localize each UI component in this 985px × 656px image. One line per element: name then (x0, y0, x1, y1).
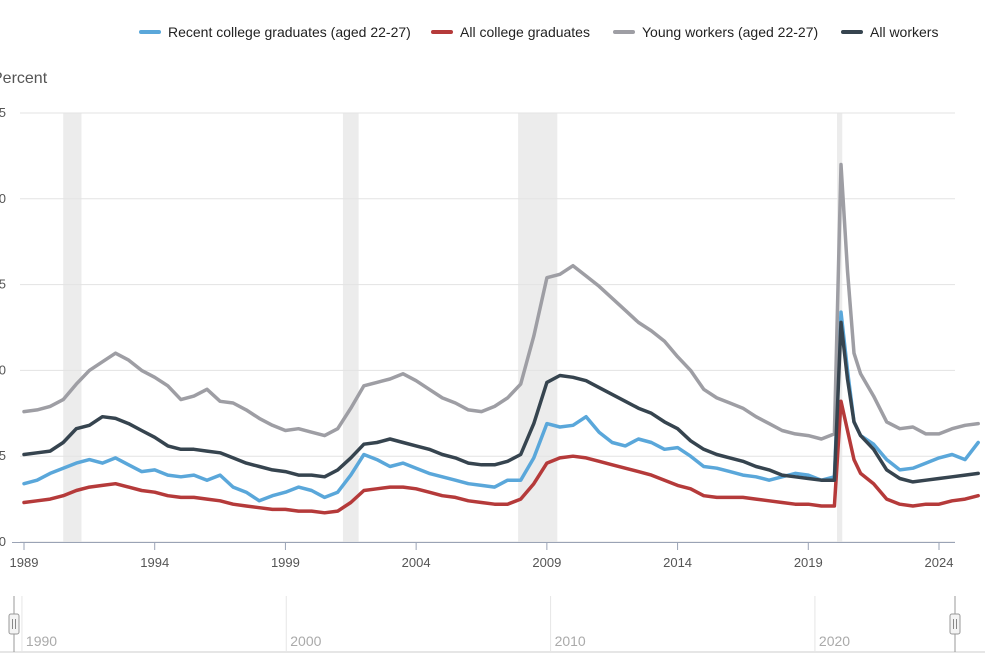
legend-item-all-workers[interactable]: All workers (841, 24, 938, 40)
y-axis-ticks: 0 5 10 15 20 25 (0, 105, 6, 549)
y-tick-label: 5 (0, 448, 6, 463)
legend-swatch (613, 30, 635, 34)
legend-label: All workers (870, 24, 939, 40)
legend-label: Recent college graduates (aged 22-27) (168, 24, 411, 40)
legend-swatch (841, 30, 863, 34)
navigator-label: 2000 (290, 633, 321, 649)
x-tick-label: 1994 (140, 555, 169, 570)
x-axis: 1989 1994 1999 2004 2009 2014 2019 2024 (10, 542, 955, 570)
recession-band (342, 113, 359, 542)
series-line-2 (22, 162, 980, 441)
handle-grip (949, 613, 961, 635)
navigator-right-handle[interactable] (949, 596, 961, 652)
legend-label: All college graduates (460, 24, 590, 40)
x-tick-label: 2009 (532, 555, 561, 570)
series-lines (22, 162, 980, 515)
series-line-3 (22, 320, 980, 484)
legend-swatch (431, 30, 453, 34)
navigator-label: 1990 (26, 633, 57, 649)
x-tick-label: 1999 (271, 555, 300, 570)
x-tick-label: 2014 (663, 555, 692, 570)
y-tick-label: 25 (0, 105, 6, 120)
legend-item-all-grads[interactable]: All college graduates (431, 24, 590, 40)
legend-label: Young workers (aged 22-27) (642, 24, 819, 40)
x-tick-label: 1989 (10, 555, 39, 570)
legend-item-young-workers[interactable]: Young workers (aged 22-27) (613, 24, 818, 40)
y-tick-label: 10 (0, 362, 6, 377)
x-tick-label: 2024 (925, 555, 954, 570)
y-tick-label: 20 (0, 191, 6, 206)
handle-grip (8, 613, 20, 635)
y-tick-label: 15 (0, 277, 6, 292)
y-axis-title: Percent (0, 70, 48, 87)
navigator-frame (14, 596, 955, 652)
series-line-1 (22, 399, 980, 515)
navigator-left-handle[interactable] (8, 596, 20, 652)
recession-band (63, 113, 82, 542)
navigator-label: 2020 (819, 633, 850, 649)
y-tick-label: 0 (0, 534, 6, 549)
chart-legend: Recent college graduates (aged 22-27) Al… (0, 24, 985, 44)
legend-swatch (139, 30, 161, 34)
legend-item-recent-grads[interactable]: Recent college graduates (aged 22-27) (139, 24, 411, 40)
navigator-label: 2010 (555, 633, 586, 649)
x-tick-label: 2004 (402, 555, 431, 570)
x-tick-label: 2019 (794, 555, 823, 570)
navigator: 1990 2000 2010 2020 (0, 596, 985, 653)
